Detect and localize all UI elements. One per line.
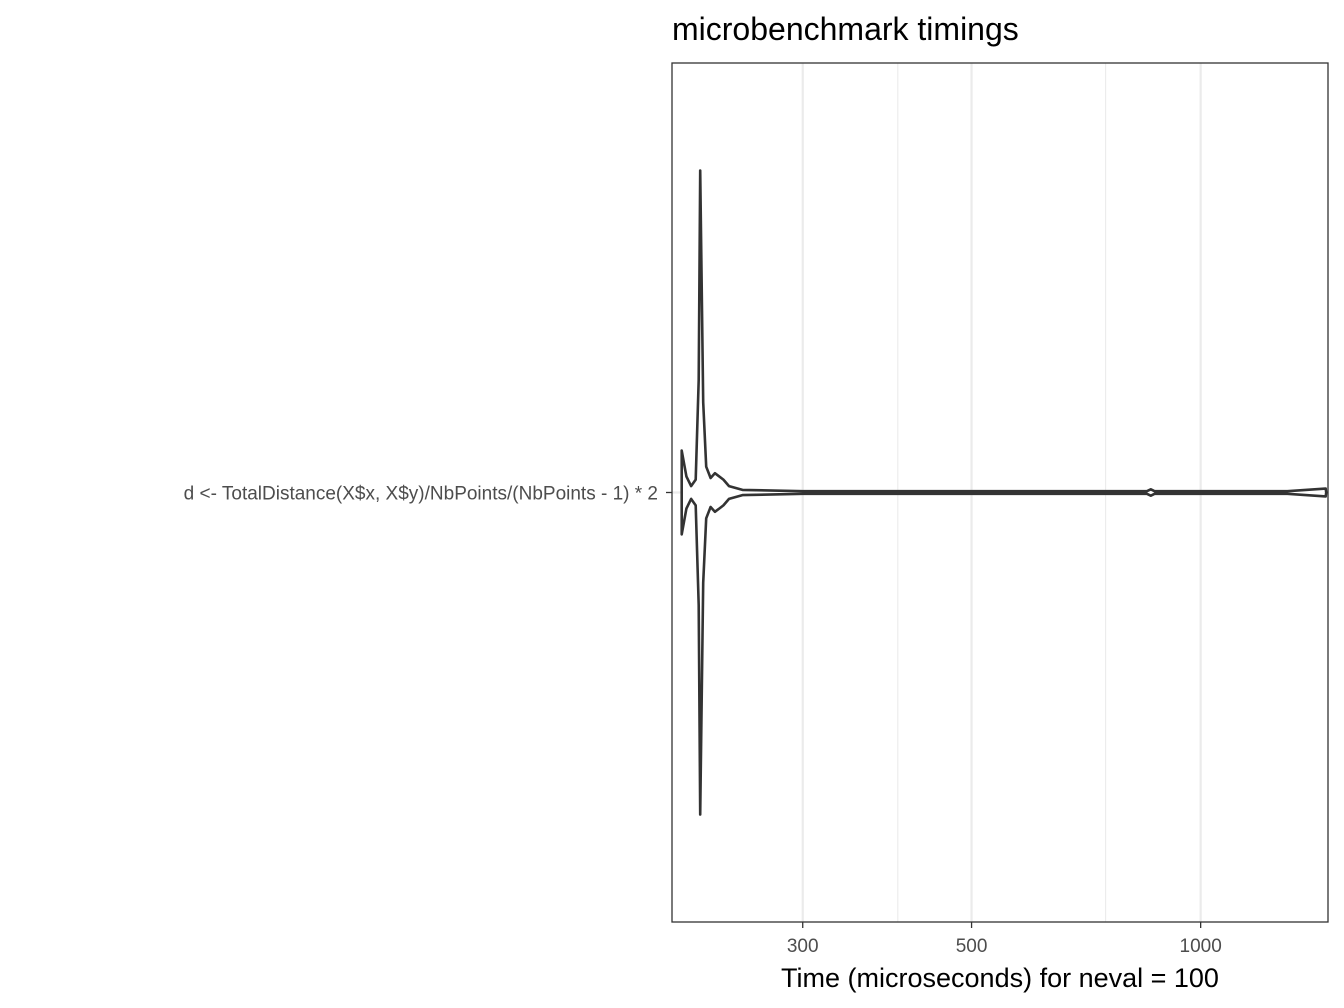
violin-layer — [680, 169, 1328, 816]
x-axis: 300 500 1000 — [787, 922, 1222, 957]
violin-shape-0 — [680, 169, 1328, 816]
x-axis-title: Time (microseconds) for neval = 100 — [781, 963, 1219, 993]
y-category-label-0: d <- TotalDistance(X$x, X$y)/NbPoints/(N… — [184, 484, 658, 505]
y-axis: d <- TotalDistance(X$x, X$y)/NbPoints/(N… — [184, 484, 672, 505]
x-tick-label-2: 1000 — [1180, 936, 1222, 957]
chart-title: microbenchmark timings — [672, 11, 1019, 47]
x-tick-label-0: 300 — [787, 936, 819, 957]
x-tick-label-1: 500 — [956, 936, 988, 957]
